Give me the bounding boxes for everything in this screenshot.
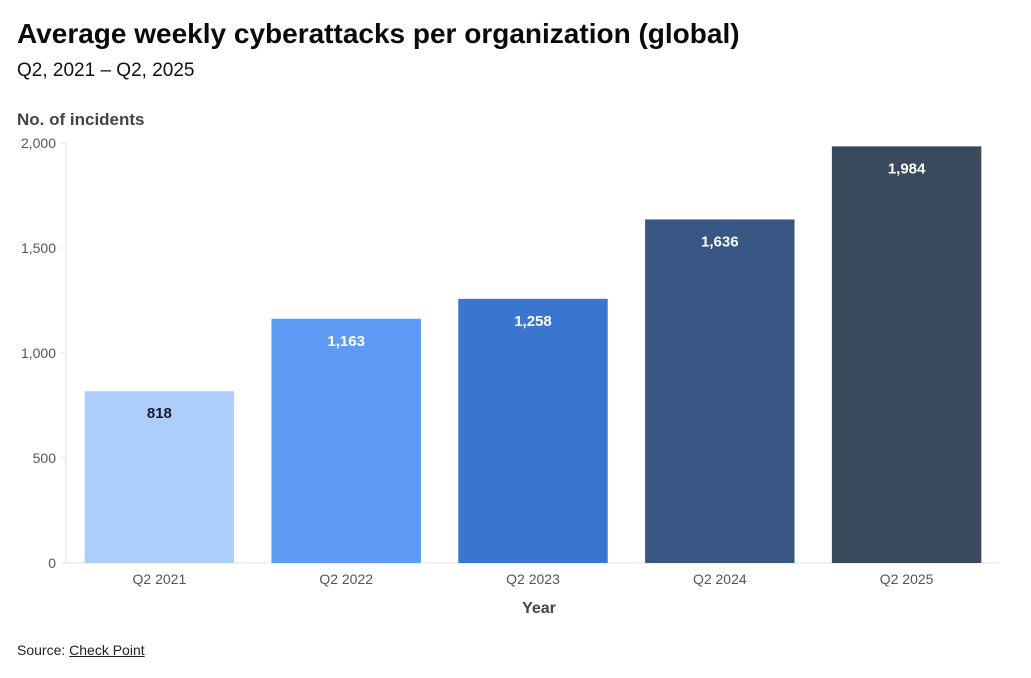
bar bbox=[831, 146, 982, 564]
bar-value-label: 1,984 bbox=[888, 160, 926, 177]
bar-value-label: 1,163 bbox=[327, 333, 365, 350]
bar bbox=[84, 391, 235, 563]
y-ticks: 0 500 1,000 1,500 2,000 bbox=[21, 135, 66, 571]
source-link[interactable]: Check Point bbox=[69, 642, 145, 658]
source-line: Source: Check Point bbox=[17, 642, 145, 658]
chart-subtitle: Q2, 2021 – Q2, 2025 bbox=[17, 60, 195, 81]
bar-value-label: 1,258 bbox=[514, 313, 552, 330]
bars bbox=[84, 146, 982, 564]
source-prefix: Source: bbox=[17, 642, 66, 658]
x-ticks: Q2 2021 Q2 2022 Q2 2023 Q2 2024 Q2 2025 bbox=[133, 571, 934, 587]
x-axis-title: Year bbox=[522, 600, 556, 617]
bar bbox=[458, 298, 608, 563]
bar bbox=[271, 318, 421, 563]
y-tick-label: 0 bbox=[48, 555, 56, 571]
x-tick-label: Q2 2022 bbox=[319, 571, 373, 587]
bar-value-label: 818 bbox=[147, 405, 172, 422]
y-tick-label: 500 bbox=[33, 450, 57, 466]
y-tick-label: 1,000 bbox=[21, 345, 56, 361]
y-tick-label: 2,000 bbox=[21, 135, 56, 151]
x-tick-label: Q2 2024 bbox=[693, 571, 747, 587]
y-tick-label: 1,500 bbox=[21, 240, 56, 256]
x-tick-label: Q2 2023 bbox=[506, 571, 560, 587]
x-tick-label: Q2 2021 bbox=[133, 571, 187, 587]
bar bbox=[645, 219, 795, 563]
bar-labels: 818 1,163 1,258 1,636 1,984 bbox=[147, 160, 926, 422]
y-axis-title: No. of incidents bbox=[17, 110, 145, 129]
x-tick-label: Q2 2025 bbox=[880, 571, 934, 587]
bar-value-label: 1,636 bbox=[701, 233, 739, 250]
chart-title: Average weekly cyberattacks per organiza… bbox=[17, 18, 740, 49]
